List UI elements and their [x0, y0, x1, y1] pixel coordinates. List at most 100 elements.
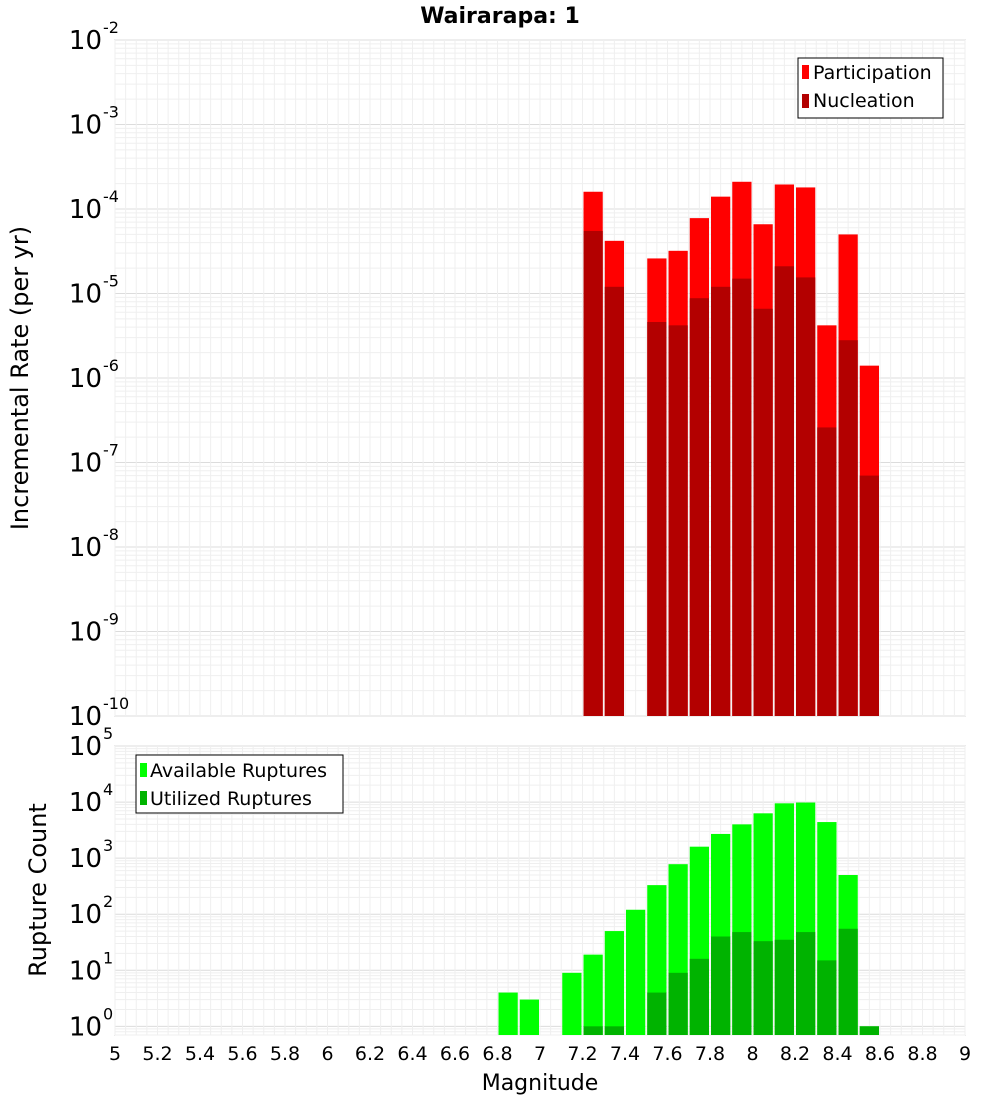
bottom-y-axis-label: Rupture Count [24, 803, 52, 977]
bottom-y-tick-exponent: 0 [103, 1004, 113, 1023]
top-bar-nucleation [668, 325, 688, 716]
x-tick-label: 7 [534, 1043, 546, 1065]
bottom-bar-utilized-ruptures [647, 992, 667, 1035]
legend-swatch-nucleation [802, 94, 809, 108]
bottom-bar-utilized-ruptures [668, 972, 688, 1035]
top-bar-nucleation [583, 230, 603, 717]
x-tick-label: 8.8 [907, 1043, 937, 1065]
bottom-y-tick-label: 10 [69, 732, 102, 762]
bottom-bar-utilized-ruptures [859, 1026, 879, 1035]
top-bar-nucleation [732, 278, 752, 716]
top-y-tick-exponent: -6 [103, 356, 119, 375]
x-tick-label: 7.8 [695, 1043, 725, 1065]
top-y-tick-exponent: -8 [103, 525, 119, 544]
x-tick-label: 6.4 [397, 1043, 427, 1065]
x-tick-label: 5 [109, 1043, 121, 1065]
bottom-bar-utilized-ruptures [796, 932, 816, 1035]
top-bar-nucleation [817, 427, 837, 716]
top-y-tick-exponent: -10 [103, 694, 129, 713]
x-tick-label: 6.8 [482, 1043, 512, 1065]
bottom-y-tick-exponent: 3 [103, 836, 113, 855]
top-bar-nucleation [689, 298, 709, 716]
top-legend: Participation Nucleation [797, 57, 944, 119]
bottom-y-tick-exponent: 5 [103, 724, 113, 743]
bottom-y-tick-label: 10 [69, 844, 102, 874]
x-tick-label: 9 [959, 1043, 971, 1065]
bottom-bar-utilized-ruptures [774, 939, 794, 1035]
top-bar-nucleation [753, 308, 773, 716]
top-y-tick-label: 10 [69, 449, 102, 479]
legend-swatch-utilized-ruptures [140, 791, 147, 805]
bottom-y-tick-label: 10 [69, 900, 102, 930]
top-bars [583, 181, 879, 717]
bottom-bar-available-ruptures [562, 972, 582, 1035]
x-tick-label: 5.2 [142, 1043, 172, 1065]
bottom-bar-available-ruptures [498, 992, 518, 1035]
x-tick-label: 5.4 [185, 1043, 215, 1065]
bottom-legend-box [135, 754, 344, 814]
bottom-bar-utilized-ruptures [711, 936, 731, 1035]
top-y-tick-label: 10 [69, 195, 102, 225]
top-y-tick-exponent: -9 [103, 610, 119, 629]
top-y-tick-label: 10 [69, 364, 102, 394]
top-bar-nucleation [647, 321, 667, 716]
x-axis-label: Magnitude [482, 1071, 599, 1096]
bottom-legend: Available Ruptures Utilized Ruptures [135, 754, 344, 814]
bottom-bar-utilized-ruptures [753, 941, 773, 1035]
x-tick-label: 8.4 [822, 1043, 852, 1065]
x-tick-label: 8 [746, 1043, 758, 1065]
top-y-tick-label: 10 [69, 533, 102, 563]
x-tick-label: 6 [321, 1043, 333, 1065]
x-tick-label: 8.2 [780, 1043, 810, 1065]
legend-label-available-ruptures: Available Ruptures [150, 760, 327, 782]
x-tick-label: 7.6 [652, 1043, 682, 1065]
bottom-y-tick-exponent: 4 [103, 780, 113, 799]
bottom-bar-utilized-ruptures [583, 1026, 603, 1035]
top-gridlines [114, 39, 966, 717]
top-y-tick-label: 10 [69, 618, 102, 648]
bottom-bar-available-ruptures [626, 909, 646, 1035]
bottom-y-tick-exponent: 2 [103, 892, 113, 911]
top-bar-nucleation [604, 286, 624, 716]
bottom-bar-available-ruptures [604, 931, 624, 1035]
bottom-y-tick-label: 10 [69, 956, 102, 986]
bottom-y-tick-exponent: 1 [103, 948, 113, 967]
legend-label-nucleation: Nucleation [813, 90, 915, 112]
top-y-tick-label: 10 [69, 702, 102, 732]
bottom-bar-utilized-ruptures [732, 932, 752, 1035]
x-tick-label: 6.6 [440, 1043, 470, 1065]
top-y-tick-exponent: -3 [103, 103, 119, 122]
bottom-y-tick-label: 10 [69, 788, 102, 818]
top-bar-nucleation [838, 340, 858, 716]
bottom-bar-utilized-ruptures [689, 958, 709, 1035]
bottom-bar-utilized-ruptures [838, 928, 858, 1035]
legend-label-utilized-ruptures: Utilized Ruptures [150, 788, 312, 810]
top-bar-nucleation [859, 475, 879, 716]
bottom-bars [498, 802, 879, 1035]
top-bar-nucleation [774, 266, 794, 716]
top-bar-nucleation [711, 286, 731, 716]
top-legend-box [797, 57, 944, 119]
bottom-bar-available-ruptures [583, 954, 603, 1035]
top-y-tick-label: 10 [69, 280, 102, 310]
top-y-tick-exponent: -4 [103, 187, 119, 206]
legend-swatch-available-ruptures [140, 763, 147, 777]
top-bar-nucleation [796, 277, 816, 716]
bottom-bar-available-ruptures [519, 999, 539, 1035]
top-y-tick-exponent: -5 [103, 272, 119, 291]
bottom-bar-utilized-ruptures [817, 960, 837, 1035]
x-tick-labels: 5 5.2 5.4 5.6 5.8 6 6.2 6.4 6.6 6.8 7 7.2 7.4 7.6 7.8 8… [109, 1043, 971, 1065]
x-tick-label: 5.8 [270, 1043, 300, 1065]
top-y-tick-exponent: -7 [103, 441, 119, 460]
x-tick-label: 7.2 [567, 1043, 597, 1065]
bottom-bar-utilized-ruptures [604, 1026, 624, 1035]
x-tick-label: 6.2 [355, 1043, 385, 1065]
top-y-tick-label: 10 [69, 111, 102, 141]
legend-label-participation: Participation [813, 62, 932, 84]
legend-swatch-participation [802, 65, 809, 79]
